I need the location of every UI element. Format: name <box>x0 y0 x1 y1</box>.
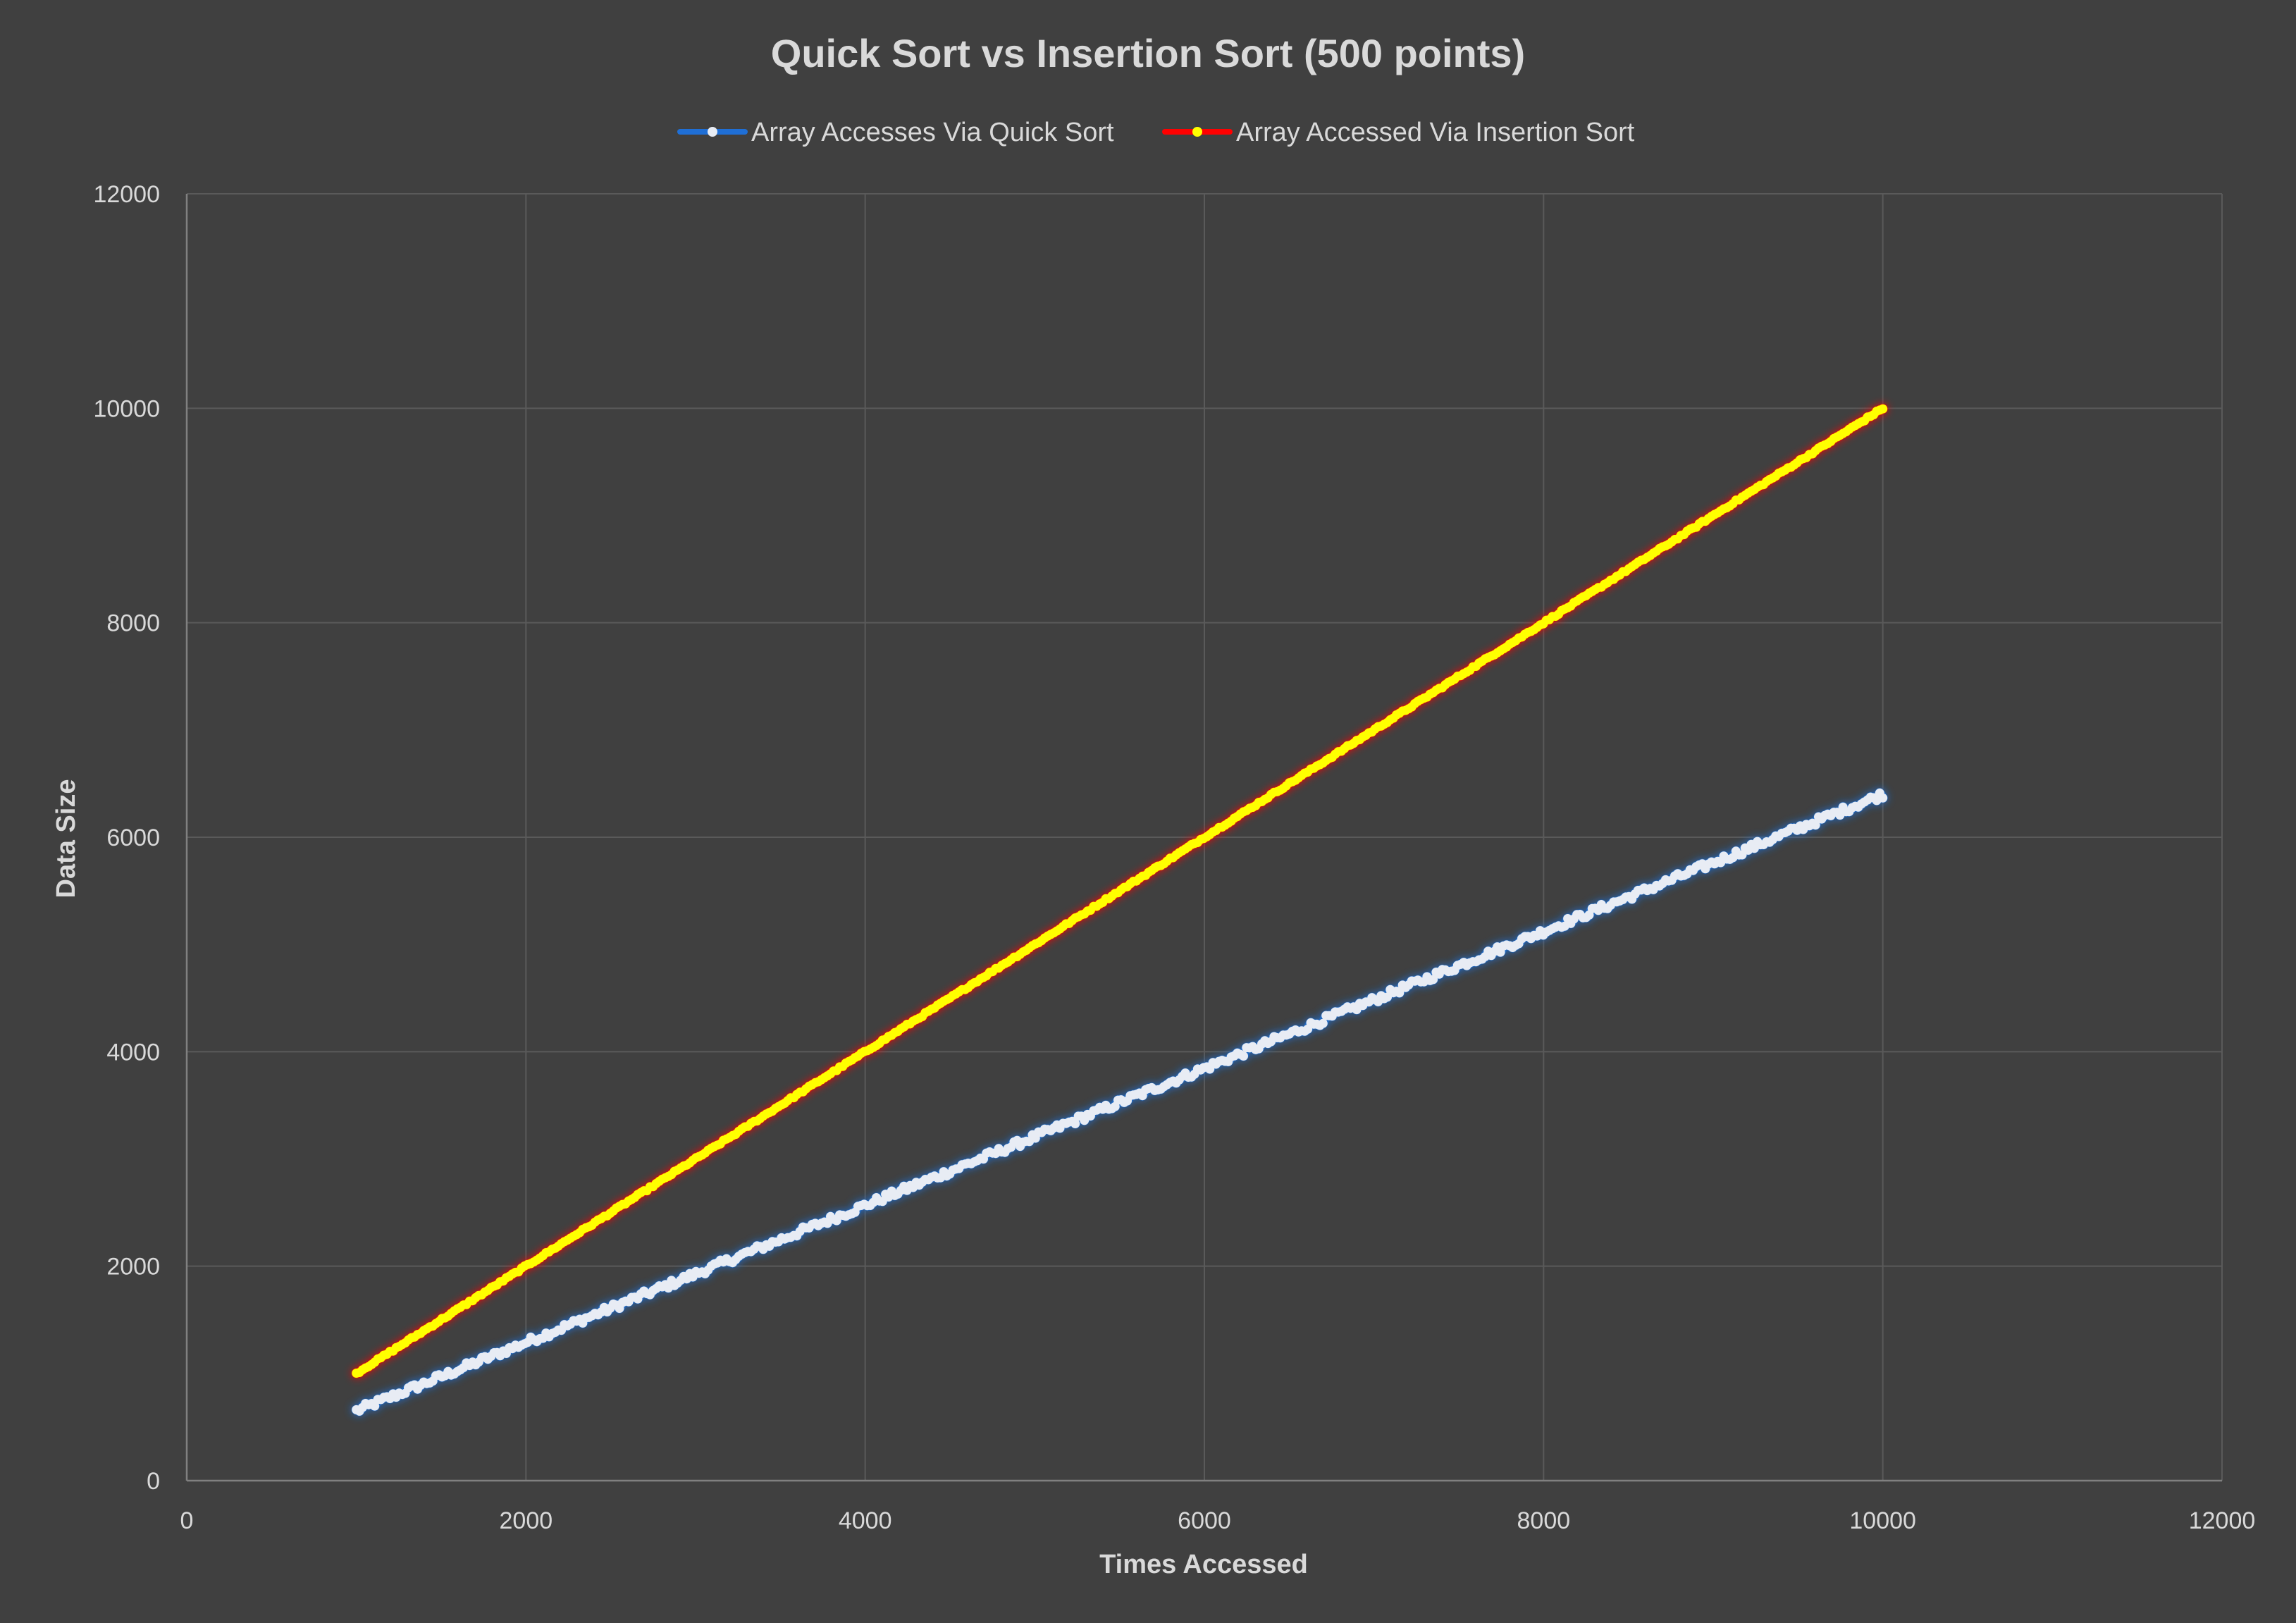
y-tick-label: 2000 <box>106 1254 160 1280</box>
x-tick-label: 10000 <box>1849 1507 1916 1534</box>
legend-item-quick-sort[interactable]: Array Accesses Via Quick Sort <box>677 118 1114 147</box>
data-point-quick-sort <box>1428 975 1438 985</box>
x-axis-title: Times Accessed <box>1099 1550 1308 1579</box>
data-point-quick-sort <box>1070 1119 1080 1128</box>
x-tick-label: 0 <box>180 1507 194 1534</box>
series-insertion-sort <box>351 404 1888 1378</box>
x-tick-label: 2000 <box>500 1507 553 1534</box>
legend-item-insertion-sort[interactable]: Array Accessed Via Insertion Sort <box>1162 118 1635 147</box>
y-tick-label: 10000 <box>93 395 160 422</box>
x-tick-label: 6000 <box>1178 1507 1231 1534</box>
y-tick-label: 4000 <box>106 1039 160 1066</box>
x-tick-label: 4000 <box>839 1507 892 1534</box>
legend-label-quick-sort: Array Accesses Via Quick Sort <box>751 118 1114 147</box>
y-tick-label: 0 <box>147 1468 160 1495</box>
data-point-quick-sort <box>1239 1051 1248 1061</box>
legend-label-insertion-sort: Array Accessed Via Insertion Sort <box>1236 118 1635 147</box>
axes <box>185 194 2222 1482</box>
legend: Array Accesses Via Quick Sort Array Acce… <box>677 118 1635 147</box>
data-point-quick-sort <box>1878 793 1888 803</box>
x-tick-label: 8000 <box>1517 1507 1571 1534</box>
y-axis-ticks: 0 2000 4000 6000 8000 10000 12000 <box>93 181 160 1495</box>
y-tick-label: 12000 <box>93 181 160 208</box>
x-tick-label: 12000 <box>2189 1507 2256 1534</box>
y-tick-label: 6000 <box>106 825 160 851</box>
data-point-quick-sort <box>1395 988 1405 998</box>
legend-marker-quick-sort <box>708 127 717 137</box>
series-quick-sort <box>351 788 1888 1417</box>
data-point-quick-sort <box>1318 1018 1328 1028</box>
y-tick-label: 8000 <box>106 610 160 637</box>
chart-title: Quick Sort vs Insertion Sort (500 points… <box>771 31 1525 75</box>
legend-marker-insertion-sort <box>1192 127 1202 137</box>
data-point-insertion-sort <box>1878 404 1888 414</box>
plot-area <box>351 404 1888 1417</box>
x-axis-ticks: 0 2000 4000 6000 8000 10000 12000 <box>180 1507 2256 1534</box>
data-point-quick-sort <box>1810 820 1820 830</box>
y-axis-title: Data Size <box>51 779 81 899</box>
